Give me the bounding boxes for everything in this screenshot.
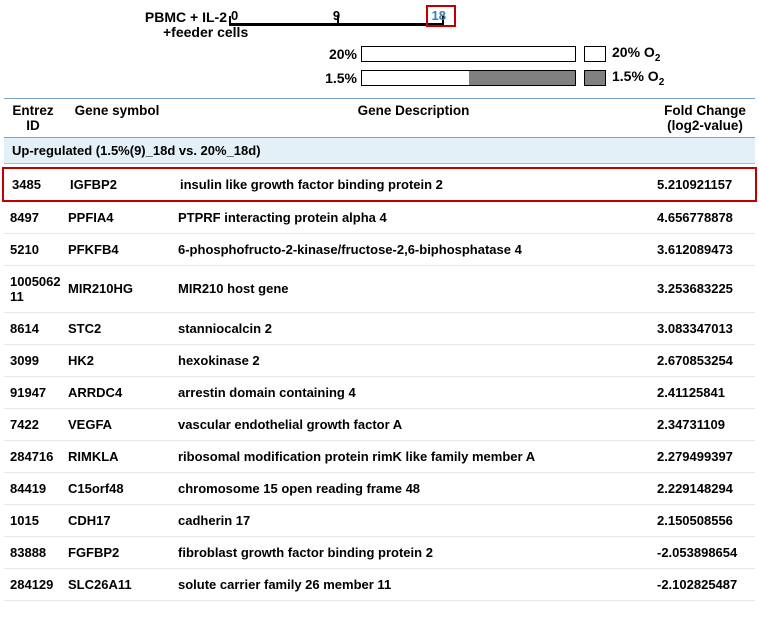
cell-fold: 2.41125841 [655,385,755,400]
header-entrez: Entrez ID [4,103,62,133]
bar-15 [361,70,576,86]
cell-desc: insulin like growth factor binding prote… [178,177,655,192]
table-row: 3485IGFBP2insulin like growth factor bin… [2,167,757,202]
cell-entrez: 100506211 [8,274,66,304]
timepoint-18-highlight [426,5,456,27]
cell-fold: 2.670853254 [655,353,755,368]
cell-fold: 2.229148294 [655,481,755,496]
bar-15-pct: 1.5% [132,70,357,86]
section-upregulated: Up-regulated (1.5%(9)_18d vs. 20%_18d) [4,138,755,164]
cell-symbol: C15orf48 [66,481,176,496]
timepoint-9: 9 [333,8,340,23]
cell-desc: PTPRF interacting protein alpha 4 [176,210,655,225]
cell-symbol: PPFIA4 [66,210,176,225]
feeder-label: +feeder cells [163,24,755,40]
table-row: 284129SLC26A11solute carrier family 26 m… [4,569,755,601]
header-symbol: Gene symbol [62,103,172,133]
legend-15-text: 1.5% O2 [612,68,664,88]
cell-desc: arrestin domain containing 4 [176,385,655,400]
gene-table: Entrez ID Gene symbol Gene Description F… [4,98,755,601]
cell-desc: MIR210 host gene [176,281,655,296]
cell-symbol: MIR210HG [66,281,176,296]
cell-fold: 3.083347013 [655,321,755,336]
header-desc: Gene Description [172,103,655,133]
cell-fold: 2.150508556 [655,513,755,528]
timeline: 0 9 18 [229,8,444,26]
cell-entrez: 84419 [8,481,66,496]
legend-15-swatch [584,70,606,86]
table-row: 8614STC2stanniocalcin 23.083347013 [4,313,755,345]
table-row: 5210PFKFB46-phosphofructo-2-kinase/fruct… [4,234,755,266]
legend-20-swatch [584,46,606,62]
cell-symbol: FGFBP2 [66,545,176,560]
bar-20-pct: 20% [132,46,357,62]
cell-desc: ribosomal modification protein rimK like… [176,449,655,464]
cell-entrez: 3485 [10,177,68,192]
table-row: 83888FGFBP2fibroblast growth factor bind… [4,537,755,569]
legend-20-text: 20% O2 [612,44,660,64]
cell-desc: hexokinase 2 [176,353,655,368]
cell-symbol: ARRDC4 [66,385,176,400]
cell-desc: cadherin 17 [176,513,655,528]
cell-entrez: 7422 [8,417,66,432]
cell-entrez: 8614 [8,321,66,336]
cell-entrez: 5210 [8,242,66,257]
cell-entrez: 1015 [8,513,66,528]
cell-fold: 4.656778878 [655,210,755,225]
cell-fold: 2.34731109 [655,417,755,432]
table-row: 7422VEGFAvascular endothelial growth fac… [4,409,755,441]
pbmc-label: PBMC + IL-2 [132,9,227,25]
cell-fold: 3.253683225 [655,281,755,296]
cell-fold: -2.053898654 [655,545,755,560]
bar-20 [361,46,576,62]
cell-desc: fibroblast growth factor binding protein… [176,545,655,560]
cell-entrez: 284716 [8,449,66,464]
cell-desc: stanniocalcin 2 [176,321,655,336]
table-row: 8497PPFIA4PTPRF interacting protein alph… [4,202,755,234]
cell-entrez: 8497 [8,210,66,225]
cell-symbol: CDH17 [66,513,176,528]
table-row: 84419C15orf48chromosome 15 open reading … [4,473,755,505]
cell-symbol: SLC26A11 [66,577,176,592]
cell-desc: 6-phosphofructo-2-kinase/fructose-2,6-bi… [176,242,655,257]
table-header: Entrez ID Gene symbol Gene Description F… [4,98,755,138]
cell-fold: 2.279499397 [655,449,755,464]
cell-fold: -2.102825487 [655,577,755,592]
cell-symbol: PFKFB4 [66,242,176,257]
header-fold: Fold Change (log2-value) [655,103,755,133]
table-row: 284716RIMKLAribosomal modification prote… [4,441,755,473]
bar-15-row: 1.5% 1.5% O2 [132,68,755,88]
timepoint-0: 0 [231,8,238,23]
cell-entrez: 83888 [8,545,66,560]
cell-symbol: VEGFA [66,417,176,432]
table-row: 3099HK2hexokinase 22.670853254 [4,345,755,377]
cell-fold: 5.210921157 [655,177,755,192]
cell-entrez: 284129 [8,577,66,592]
cell-symbol: STC2 [66,321,176,336]
cell-symbol: RIMKLA [66,449,176,464]
table-row: 1015CDH17cadherin 172.150508556 [4,505,755,537]
cell-entrez: 91947 [8,385,66,400]
experimental-diagram: PBMC + IL-2 0 9 18 +feeder cells 20% 20%… [132,8,755,88]
cell-desc: vascular endothelial growth factor A [176,417,655,432]
cell-desc: solute carrier family 26 member 11 [176,577,655,592]
table-row: 91947ARRDC4arrestin domain containing 42… [4,377,755,409]
cell-symbol: IGFBP2 [68,177,178,192]
cell-fold: 3.612089473 [655,242,755,257]
bar-20-row: 20% 20% O2 [132,44,755,64]
cell-desc: chromosome 15 open reading frame 48 [176,481,655,496]
cell-symbol: HK2 [66,353,176,368]
table-row: 100506211MIR210HGMIR210 host gene3.25368… [4,266,755,313]
cell-entrez: 3099 [8,353,66,368]
